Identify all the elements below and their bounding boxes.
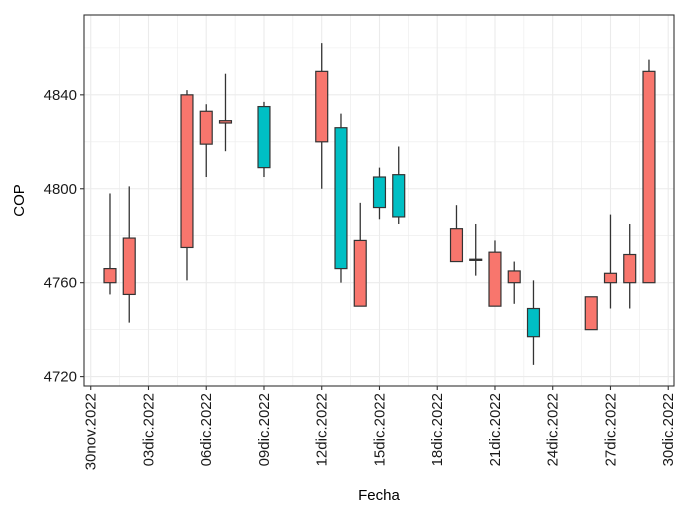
candle-body [180,94,194,249]
candle [642,59,656,284]
x-tick-label: 21dic.2022 [487,393,504,466]
candle-body [334,127,348,270]
x-tick-label: 30dic.2022 [660,393,677,466]
x-tick-label: 18dic.2022 [429,393,446,466]
x-tick-label: 15dic.2022 [371,393,388,466]
candles [103,43,656,365]
candle-body [103,267,117,284]
candle [507,261,521,304]
y-tick-label: 4760 [44,275,77,292]
x-tick-label: 12dic.2022 [314,393,331,466]
candle [315,43,329,189]
x-tick-label: 09dic.2022 [256,393,273,466]
y-tick-label: 4720 [44,369,77,386]
candle [392,146,406,224]
candle-body [603,272,618,284]
candle [469,223,483,276]
candle-body [469,258,483,261]
x-tick-label: 24dic.2022 [545,393,562,466]
candle [488,240,502,307]
candle [122,186,136,323]
candle [180,90,194,281]
candle-body [526,307,541,338]
candle-body [372,176,387,209]
x-axis-title: Fecha [358,487,400,504]
axes: 4720 4760 4800 4840 30nov.2022 03dic.2022 06di… [44,87,678,470]
candle-body [122,237,136,296]
candle-body [488,251,502,307]
candle-body [257,105,271,169]
candle-body [642,70,656,284]
candle-body [218,120,233,124]
x-tick-label: 30nov.2022 [83,393,100,470]
y-axis-title: COP [11,184,28,217]
candle [584,296,598,331]
x-tick-label: 27dic.2022 [602,393,619,466]
candle [199,104,213,178]
candle-body [353,239,367,307]
x-tick-label: 06dic.2022 [198,393,215,466]
candle [372,167,387,220]
x-tick-label: 03dic.2022 [140,393,157,466]
candle [257,101,271,178]
candle [623,223,637,309]
candle [603,214,618,309]
candle-body [449,228,464,263]
y-tick-label: 4840 [44,87,77,104]
candle-body [315,70,329,143]
candle-body [507,270,521,284]
candle [103,193,117,295]
candle-body [584,296,598,331]
candle-body [623,253,637,284]
candle [526,280,541,365]
y-tick-label: 4800 [44,181,77,198]
candle-body [392,174,406,218]
candle [353,202,367,307]
candle-body [199,110,213,145]
candle [449,205,464,263]
candle [334,113,348,283]
candle [218,73,233,152]
